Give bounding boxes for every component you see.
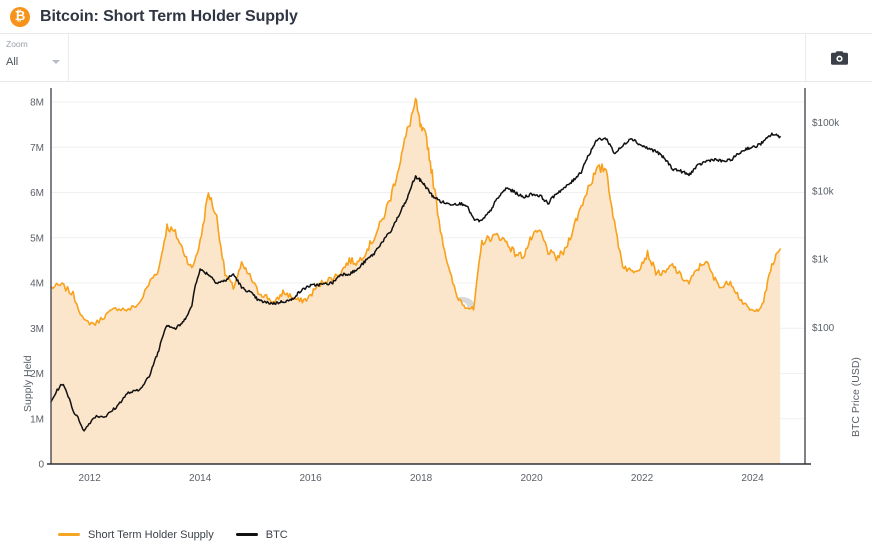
y-tick-label: 7M (30, 143, 44, 154)
zoom-selected-value: All (6, 56, 19, 68)
y-tick-label: 1M (30, 414, 44, 425)
supply-area (51, 98, 781, 464)
x-tick-label: 2012 (79, 473, 102, 484)
chart-plot[interactable]: 0 1M 2M 3M 4M 5M 6M 7M 8M $100 $1k $10k $100k 2012 201… (0, 82, 872, 547)
y-axis-title: Supply Held (22, 355, 34, 412)
btc-price-line[interactable] (50, 132, 781, 432)
page-title: Bitcoin: Short Term Holder Supply (40, 7, 298, 25)
screenshot-button[interactable] (805, 34, 872, 81)
y2-tick-label: $100k (812, 118, 840, 129)
y-tick-label: 8M (30, 98, 44, 109)
camera-icon[interactable] (830, 50, 849, 66)
page-header: ₿ Bitcoin: Short Term Holder Supply (0, 0, 872, 34)
y-tick-label: 3M (30, 324, 44, 335)
y-tick-label: 5M (30, 233, 44, 244)
chart-area[interactable]: look into bitcoin 01M2M3M4M5M6M7M8M$100$… (0, 82, 872, 547)
chevron-down-icon[interactable] (52, 60, 60, 64)
x-tick-label: 2018 (410, 473, 433, 484)
zoom-dropdown[interactable]: Zoom All (0, 34, 69, 81)
chart-legend: Short Term Holder Supply BTC (0, 521, 872, 548)
bitcoin-icon: ₿ (10, 6, 30, 27)
legend-item-btc[interactable]: BTC (235, 528, 288, 541)
y-tick-label: 2M (30, 369, 44, 380)
y2-tick-label: $10k (812, 186, 835, 197)
x-tick-label: 2014 (189, 473, 212, 484)
legend-swatch-btc (235, 533, 258, 536)
toolbar-spacer (69, 34, 805, 81)
supply-line[interactable] (50, 97, 781, 326)
x-tick-label: 2022 (631, 473, 654, 484)
bitcoin-glyph: ₿ (14, 9, 26, 24)
chart-toolbar: Zoom All (0, 34, 872, 82)
y-tick-label: 4M (30, 279, 44, 290)
x-tick-label: 2016 (299, 473, 322, 484)
x-tick-label: 2024 (741, 473, 764, 484)
legend-label-supply: Short Term Holder Supply (88, 528, 214, 541)
y-tick-label: 6M (30, 188, 44, 199)
y-tick-label: 0 (38, 460, 44, 471)
legend-item-supply[interactable]: Short Term Holder Supply (58, 529, 214, 541)
y2-tick-label: $1k (812, 255, 829, 266)
x-tick-label: 2020 (520, 473, 543, 484)
legend-label-btc: BTC (265, 528, 288, 541)
legend-swatch-supply (58, 533, 80, 536)
y2-tick-label: $100 (812, 323, 835, 334)
y2-axis-title: BTC Price (USD) (850, 357, 862, 437)
zoom-label: Zoom (6, 39, 28, 49)
